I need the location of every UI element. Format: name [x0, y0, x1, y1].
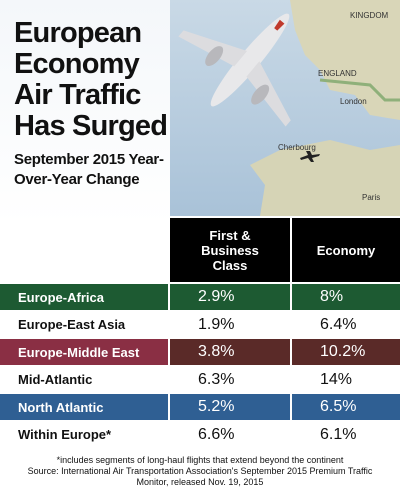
source: Source: International Air Transportation…	[27, 466, 373, 487]
map-label: ENGLAND	[318, 69, 357, 78]
footnote: *includes segments of long-haul flights …	[56, 455, 344, 465]
column-header: First & Business Class	[170, 218, 290, 282]
row-label: Within Europe*	[0, 421, 168, 448]
cell-value: 6.3%	[170, 366, 290, 393]
cell-value: 8%	[292, 284, 400, 310]
column-header-text: First & Business Class	[201, 227, 259, 273]
row-label: Europe-Middle East	[0, 339, 168, 365]
map-photo: KINGDOM ENGLAND London Cherbourg Paris	[170, 0, 400, 216]
title: European Economy Air Traffic Has Surged	[14, 17, 168, 142]
row-label: Europe-Africa	[0, 284, 168, 310]
column-header: Economy	[292, 218, 400, 282]
map-label: Cherbourg	[278, 143, 316, 152]
row-label: North Atlantic	[0, 394, 168, 420]
cell-value: 14%	[292, 366, 400, 393]
map-label: Paris	[362, 193, 380, 202]
column-header-text: Economy	[316, 242, 376, 258]
cell-value: 3.8%	[170, 339, 290, 365]
cell-value: 6.1%	[292, 421, 400, 448]
map-label: London	[340, 97, 367, 106]
cell-value: 6.5%	[292, 394, 400, 420]
subtitle: September 2015 Year-Over-Year Change	[14, 151, 164, 188]
row-label: Mid-Atlantic	[0, 366, 168, 393]
footnotes: *includes segments of long-haul flights …	[0, 455, 400, 488]
cell-value: 1.9%	[170, 311, 290, 338]
cell-value: 10.2%	[292, 339, 400, 365]
cell-value: 2.9%	[170, 284, 290, 310]
map-label: KINGDOM	[350, 11, 389, 20]
cell-value: 6.6%	[170, 421, 290, 448]
row-label: Europe-East Asia	[0, 311, 168, 338]
cell-value: 6.4%	[292, 311, 400, 338]
cell-value: 5.2%	[170, 394, 290, 420]
